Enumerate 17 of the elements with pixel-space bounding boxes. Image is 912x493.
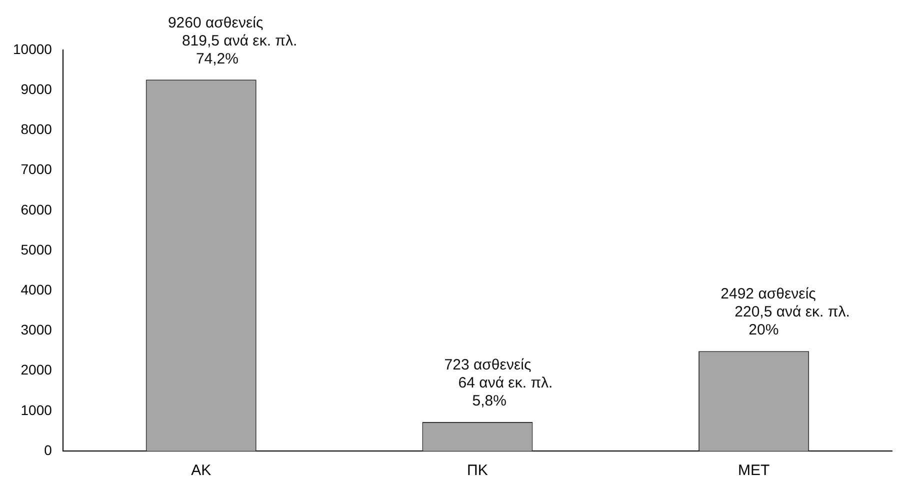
- y-tick-label: 9000: [20, 80, 52, 97]
- annotation: 723 ασθενείς 64 ανά εκ. πλ. 5,8%: [444, 356, 553, 410]
- y-tick-label: 1000: [20, 402, 52, 418]
- y-tick-label: 0: [44, 442, 52, 458]
- annotation: 2492 ασθενείς 220,5 ανά εκ. πλ. 20%: [720, 286, 850, 339]
- y-tick-label: 2000: [20, 362, 52, 378]
- x-tick-label: ΜΕΤ: [738, 462, 770, 480]
- annotation: 9260 ασθενείς 819,5 ανά εκ. πλ. 74,2%: [168, 14, 298, 68]
- y-tick-label: 10000: [12, 40, 52, 57]
- y-tick-label: 8000: [20, 121, 52, 138]
- y-tick-label: 3000: [20, 322, 52, 338]
- x-tick-label: ΠΚ: [467, 462, 488, 480]
- x-tick-label: ΑΚ: [191, 462, 212, 480]
- y-tick-label: 5000: [20, 241, 52, 258]
- y-tick-label: 6000: [20, 201, 52, 218]
- y-tick-label: 7000: [20, 161, 52, 178]
- y-tick-label: 4000: [20, 281, 52, 298]
